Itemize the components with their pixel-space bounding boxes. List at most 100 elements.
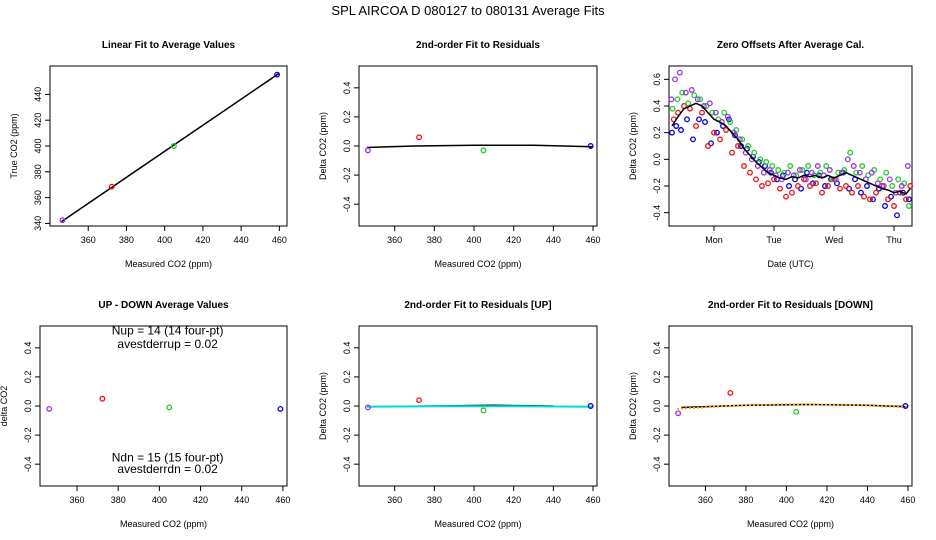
series-point-purple [868, 169, 875, 176]
y-axis-label: True CO2 (ppm) [9, 113, 19, 178]
y-tick-label: -0.4 [342, 196, 352, 212]
data-point-blue [274, 71, 281, 78]
series-point-green [709, 109, 716, 116]
data-point-red [727, 389, 734, 396]
data-point-red [416, 134, 423, 141]
x-tick-label: 380 [111, 495, 126, 505]
y-tick-label: -0.4 [652, 456, 662, 472]
series-point-blue [696, 116, 702, 123]
series-point-purple [826, 167, 833, 173]
series-point-red [849, 189, 855, 196]
y-axis-label: delta CO2 [0, 386, 9, 427]
series-point-purple [874, 180, 881, 187]
series-point-red [693, 123, 699, 129]
data-point-purple [675, 410, 682, 417]
y-tick-label: 380 [33, 164, 43, 179]
data-point-blue [587, 143, 594, 149]
series-point-purple [706, 100, 713, 107]
series-point-blue [714, 129, 720, 136]
series-point-green [721, 109, 728, 116]
up-down-panel: UP - DOWN Average Values 360 380 400 420 440 4… [0, 300, 290, 529]
series-point-blue [804, 169, 810, 176]
x-tick-label: 400 [467, 235, 482, 245]
x-tick-label: 400 [779, 495, 794, 505]
y-tick-label: 0.4 [342, 82, 352, 95]
panel-title: 2nd-order Fit to Residuals [DOWN] [708, 300, 873, 311]
series-point-red [747, 169, 753, 176]
series-point-red [759, 183, 765, 189]
series-point-red [813, 180, 819, 187]
series-point-purple [886, 176, 893, 183]
series-point-blue [690, 136, 696, 143]
series-point-blue [870, 196, 876, 203]
series-point-green [685, 100, 692, 107]
series-point-green [775, 167, 782, 173]
series-point-blue [894, 212, 900, 219]
series-point-red [711, 129, 717, 136]
data-point-green [166, 404, 173, 411]
series-point-red [735, 143, 741, 149]
series-point-red [867, 196, 873, 203]
y-tick-label: 0.4 [342, 342, 352, 355]
y-tick-label: 360 [33, 190, 43, 205]
series-point-green [906, 203, 912, 209]
series-point-blue [673, 123, 680, 129]
data-point-red [416, 397, 423, 404]
series-point-blue [669, 129, 675, 136]
series-point-blue [900, 189, 906, 196]
y-tick-label: 0.2 [652, 126, 662, 139]
x-tick-label: 420 [195, 235, 210, 245]
y-tick-label: -0.2 [342, 427, 352, 443]
y-tick-label: 0.2 [652, 371, 662, 384]
series-point-green [805, 163, 812, 169]
series-point-green [674, 96, 681, 103]
series-point-blue [684, 116, 690, 123]
series-point-red [855, 183, 861, 189]
series-point-red [861, 193, 867, 200]
panel-title: 2nd-order Fit to Residuals [UP] [404, 300, 551, 311]
data-point-blue [277, 405, 284, 412]
series-point-purple [802, 176, 809, 183]
x-axis-label: Measured CO2 (ppm) [434, 519, 521, 529]
y-tick-label: -0.4 [652, 205, 662, 221]
x-tick-label: 440 [234, 235, 249, 245]
series-point-green [679, 89, 686, 96]
y-tick-label: -0.4 [342, 456, 352, 472]
fit-line-black [61, 72, 280, 223]
y-tick-label: -0.4 [23, 456, 33, 472]
series-point-green [853, 169, 860, 176]
series-point-purple [668, 96, 675, 103]
panel-title: Linear Fit to Average Values [102, 40, 236, 51]
x-tick-label: 380 [738, 495, 753, 505]
series-point-green [745, 143, 752, 149]
series-point-green [859, 163, 866, 169]
series-point-red [825, 183, 831, 189]
series-point-red [795, 183, 801, 189]
series-point-red [789, 189, 795, 196]
annotation-text: Nup = 14 (14 four-pt) [112, 324, 224, 338]
series-point-green [781, 169, 788, 176]
panel-title: 2nd-order Fit to Residuals [416, 40, 540, 51]
series-point-purple [724, 113, 731, 120]
series-point-red [819, 189, 825, 196]
series-point-red [903, 196, 909, 203]
panel-title: UP - DOWN Average Values [98, 300, 229, 311]
series-point-purple [904, 163, 911, 169]
data-point-purple [364, 147, 371, 154]
series-point-red [783, 193, 789, 200]
fit-line-black [366, 144, 594, 149]
page-title: SPL AIRCOA D 080127 to 080131 Average Fi… [331, 3, 605, 18]
series-point-green [757, 156, 764, 163]
data-point-purple [364, 404, 371, 411]
x-axis-label: Date (UTC) [767, 259, 813, 269]
x-tick-label: Wed [825, 235, 843, 245]
series-point-blue [786, 183, 792, 189]
series-point-red [807, 183, 813, 189]
series-point-red [765, 180, 771, 187]
series-point-purple [898, 183, 905, 189]
x-tick-label: 380 [427, 495, 442, 505]
series-point-purple [850, 163, 857, 169]
linear-fit-panel: Linear Fit to Average Values 360 380 400 420… [9, 40, 288, 269]
series-point-red [753, 176, 759, 183]
series-point-purple [880, 183, 887, 189]
